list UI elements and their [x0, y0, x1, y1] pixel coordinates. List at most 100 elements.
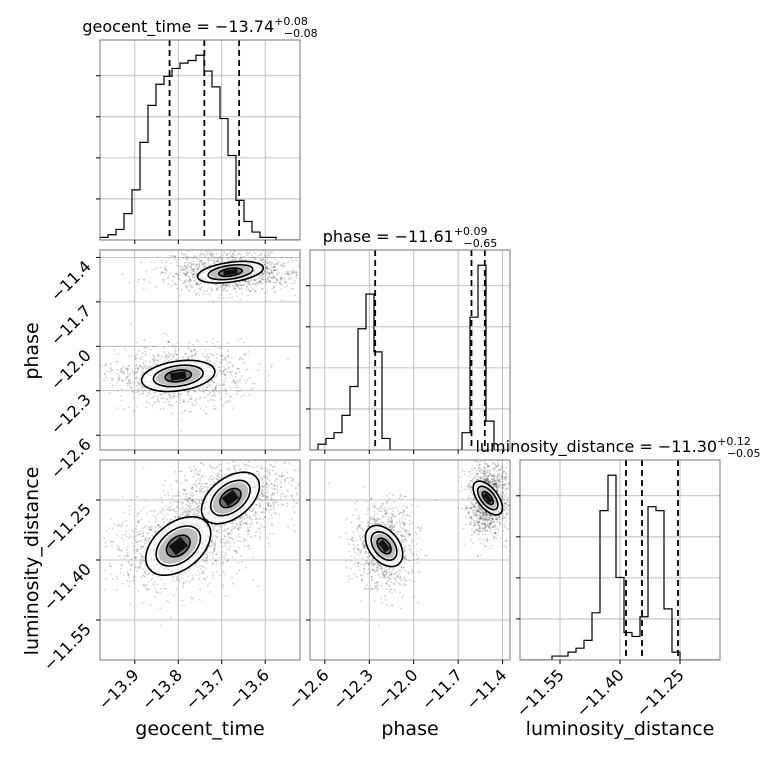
sample-point	[235, 536, 238, 539]
sample-point	[409, 545, 412, 547]
sample-point	[257, 283, 260, 285]
sample-point	[403, 550, 406, 553]
sample-point	[167, 340, 170, 343]
sample-point	[412, 497, 415, 500]
sample-point	[384, 595, 387, 598]
panels-layer: −13.9−13.8−13.7−13.6 −12.6−12.3−12.0−11.7…	[40, 39, 721, 721]
sample-point	[254, 279, 256, 282]
sample-point	[182, 581, 185, 584]
sample-point	[219, 361, 222, 363]
sample-point	[116, 577, 119, 580]
sample-point	[199, 469, 202, 472]
sample-point	[269, 479, 272, 482]
sample-point	[272, 281, 275, 284]
sample-point	[180, 470, 183, 473]
sample-point	[385, 512, 388, 515]
sample-point	[415, 554, 418, 557]
sample-point	[216, 530, 219, 533]
sample-point	[213, 362, 215, 365]
sample-point	[140, 554, 143, 557]
sample-point	[247, 528, 250, 531]
sample-point	[280, 492, 283, 495]
sample-point	[362, 571, 365, 573]
sample-point	[263, 485, 266, 488]
sample-point	[180, 576, 183, 579]
sample-point	[159, 358, 162, 361]
sample-point	[209, 253, 212, 256]
sample-point	[271, 524, 273, 527]
sample-point	[227, 350, 229, 353]
sample-point	[254, 518, 257, 521]
sample-point	[135, 528, 137, 530]
sample-point	[211, 342, 214, 345]
sample-point	[209, 383, 211, 386]
sample-point	[399, 522, 402, 525]
sample-point	[245, 368, 248, 371]
sample-point	[188, 496, 191, 499]
sample-point	[229, 387, 232, 390]
sample-point	[217, 286, 219, 289]
sample-point	[267, 542, 270, 545]
sample-point	[265, 274, 268, 277]
sample-point	[191, 404, 194, 407]
sample-point	[273, 269, 275, 272]
sample-point	[274, 258, 277, 260]
sample-point	[191, 273, 194, 276]
sample-point	[262, 518, 265, 521]
sample-point	[191, 469, 193, 472]
contour-line	[155, 525, 202, 567]
sample-point	[166, 355, 169, 358]
sample-point	[390, 516, 392, 519]
sample-point	[281, 475, 284, 478]
sample-point	[412, 552, 415, 555]
sample-point	[144, 538, 147, 541]
sample-point	[144, 350, 147, 353]
sample-point	[226, 252, 229, 255]
sample-point	[145, 406, 148, 408]
sample-point	[137, 566, 139, 569]
sample-point	[186, 505, 189, 507]
sample-point	[233, 250, 236, 253]
sample-point	[142, 556, 145, 558]
sample-point	[163, 514, 166, 517]
sample-point	[254, 252, 256, 255]
sample-point	[389, 585, 391, 588]
sample-point	[259, 504, 262, 507]
sample-point	[202, 485, 205, 488]
sample-point	[205, 556, 208, 559]
sample-point	[247, 280, 250, 283]
sample-point	[275, 278, 278, 280]
sample-point	[264, 263, 266, 266]
sample-point	[125, 349, 128, 352]
sample-point	[182, 356, 185, 359]
sample-point	[377, 523, 380, 525]
sample-point	[123, 574, 125, 577]
sample-point	[193, 270, 196, 273]
sample-point	[292, 271, 295, 273]
sample-point	[136, 495, 139, 498]
density-peak	[170, 371, 187, 381]
sample-point	[130, 387, 133, 390]
sample-point	[290, 271, 293, 274]
sample-point	[162, 396, 165, 399]
sample-point	[164, 355, 167, 357]
sample-point	[110, 540, 113, 543]
sample-point	[273, 508, 276, 511]
sample-point	[196, 267, 199, 270]
sample-point	[127, 545, 129, 548]
sample-point	[402, 594, 405, 597]
sample-point	[261, 495, 263, 498]
sample-point	[240, 284, 242, 287]
sample-point	[163, 401, 166, 403]
sample-point	[405, 507, 408, 509]
sample-point	[223, 368, 226, 371]
sample-point	[194, 490, 197, 492]
sample-point	[175, 272, 177, 275]
sample-point	[403, 562, 406, 565]
sample-point	[275, 278, 278, 281]
sample-point	[125, 530, 127, 532]
sample-point	[213, 482, 215, 485]
sample-point	[279, 277, 282, 280]
sample-point	[394, 572, 396, 575]
sample-point	[176, 274, 179, 277]
